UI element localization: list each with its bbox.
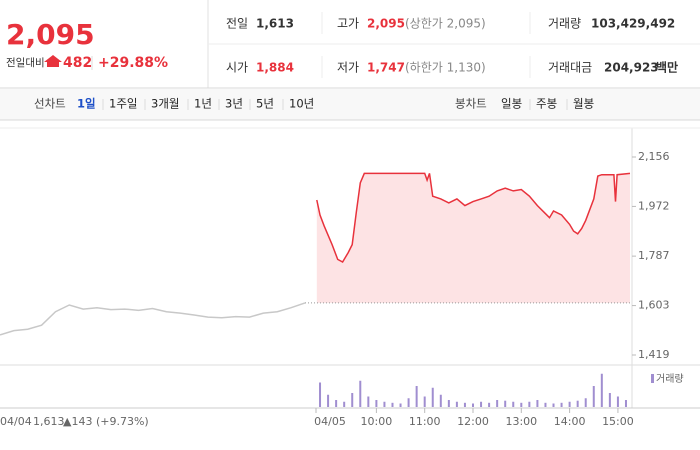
stat-note: (상한가 2,095) [405,17,486,31]
volume-bar [568,401,571,407]
stat-label: 전일 [226,17,248,31]
volume-bar [520,402,523,407]
volume-bar [399,403,402,407]
change-label: 전일대비 [6,56,45,69]
volume-bar [343,401,346,407]
prev-close: 1,613 [33,415,65,428]
x-tick-label: 10:00 [361,415,393,428]
tab[interactable]: 일봉 [501,97,522,111]
today-date: 04/05 [314,415,346,428]
stat-label: 고가 [337,17,359,31]
volume-bar [455,401,458,407]
tab[interactable]: 10년 [289,97,314,111]
prev-change: ▲143 (+9.73%) [63,415,149,428]
volume-bar [472,403,474,407]
volume-bar [319,382,322,407]
tab[interactable]: 월봉 [573,97,594,111]
legend-label: 거래량 [656,373,684,385]
volume-bar [480,401,483,407]
y-tick-label: 1,419 [638,348,670,361]
volume-bar [447,400,450,407]
volume-bar [423,396,426,407]
volume-bar [367,396,370,407]
volume-bar [560,402,563,407]
volume-bar [496,400,499,407]
x-tick-label: 14:00 [554,415,586,428]
volume-bar [439,394,442,407]
volume-bar [391,402,394,407]
tab[interactable]: 1주일 [109,97,137,111]
stat-value: 1,884 [256,61,294,75]
y-tick-label: 2,156 [638,150,670,163]
volume-bar [488,402,491,407]
volume-bar [624,400,627,407]
change-pct: +29.88% [98,55,168,71]
volume-bar [375,400,378,407]
volume-bar [327,394,330,407]
volume-bar [415,386,418,407]
tab-group-label: 봉차트 [455,97,487,111]
prev-date: 04/04 [0,415,32,428]
price: 2,095 [6,18,95,51]
tab[interactable]: 1일 [77,97,96,111]
y-tick-label: 1,787 [638,249,670,262]
volume-bar [552,403,555,407]
tab-group-label: 선차트 [34,97,66,111]
volume-bar [335,400,338,407]
tab[interactable]: 5년 [256,97,274,111]
stat-label: 거래량 [548,17,581,31]
x-tick-label: 12:00 [457,415,489,428]
volume-bar [616,396,619,407]
today-area [316,173,630,303]
prev-day-line [0,302,306,336]
stat-note: (하한가 1,130) [405,61,486,75]
y-tick-label: 1,972 [638,199,670,212]
tab[interactable]: 주봉 [536,97,557,111]
volume-bar [608,393,611,407]
stat-value: 1,747 [367,61,405,75]
volume-bar [463,402,466,407]
legend-swatch [651,374,654,383]
volume-bar [576,400,579,407]
volume-bar [383,401,386,407]
x-tick-label: 11:00 [409,415,441,428]
change: 482 [63,55,92,71]
volume-bar [528,401,531,407]
volume-bar [431,387,434,407]
volume-bar [600,373,603,407]
volume-bar [584,398,587,407]
stat-label: 시가 [226,61,248,75]
stat-label: 저가 [337,61,359,75]
up-arrow [44,55,62,67]
tab-bar [0,89,700,120]
tab[interactable]: 1년 [194,97,212,111]
volume-bar [407,398,410,407]
volume-bar [351,393,354,407]
stat-value: 1,613 [256,17,294,31]
volume-bar [504,400,507,407]
tab[interactable]: 3개월 [151,97,179,111]
stat-label: 거래대금 [548,61,592,75]
stat-unit: 백만 [656,60,678,75]
volume-bar [536,400,539,407]
stat-value: 2,095 [367,17,405,31]
y-tick-label: 1,603 [638,299,670,312]
volume-bar [544,402,547,407]
stat-value: 204,923 [604,61,659,75]
stat-value: 103,429,492 [591,17,675,31]
today-line [316,172,631,263]
x-tick-label: 15:00 [602,415,634,428]
x-tick-label: 13:00 [505,415,537,428]
tab[interactable]: 3년 [225,97,243,111]
volume-bar [592,386,595,407]
volume-bar [359,380,362,407]
volume-bar [512,401,515,407]
